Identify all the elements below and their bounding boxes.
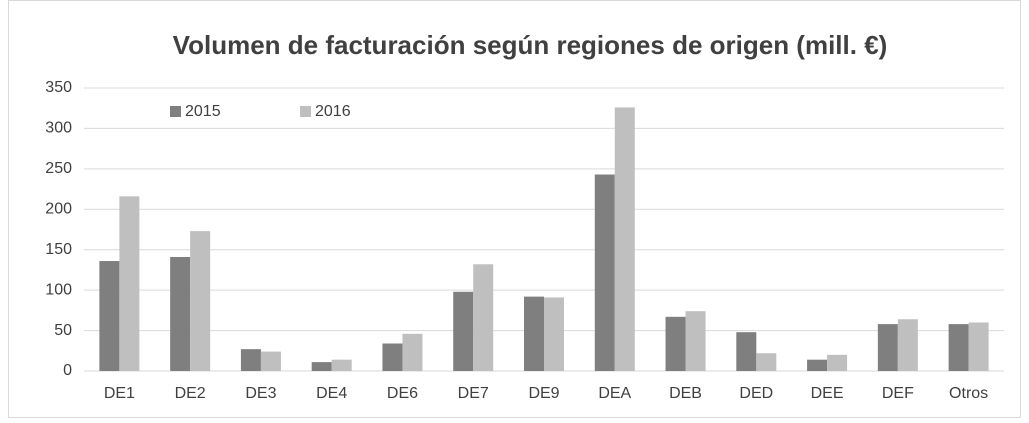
bar (240, 349, 261, 371)
bar (524, 296, 544, 371)
x-tick-label: DE9 (528, 385, 559, 402)
legend-swatch (170, 106, 181, 117)
bar (544, 297, 564, 371)
bar (382, 343, 403, 371)
y-tick-label: 300 (45, 120, 72, 137)
bar (331, 359, 352, 371)
bar (756, 353, 777, 371)
bar (311, 362, 332, 371)
x-tick-label: DE4 (316, 385, 347, 402)
x-tick-label: DED (739, 385, 773, 402)
chart-title: Volumen de facturación según regiones de… (173, 30, 888, 60)
bar (594, 174, 615, 371)
bar (99, 261, 120, 371)
bar (968, 322, 989, 371)
bar (453, 291, 474, 371)
y-tick-label: 150 (45, 241, 72, 258)
legend-label: 2016 (315, 103, 351, 120)
bar (119, 196, 140, 371)
bar (877, 324, 898, 371)
y-tick-label: 350 (45, 79, 72, 96)
bar (665, 316, 686, 371)
bar (827, 354, 848, 371)
legend-label: 2015 (185, 103, 221, 120)
bar (614, 107, 635, 372)
y-tick-label: 250 (45, 160, 72, 177)
x-tick-label: DEE (811, 385, 844, 402)
y-tick-label: 0 (63, 362, 72, 379)
bar (170, 256, 191, 371)
bar (473, 264, 494, 371)
bar (897, 319, 918, 371)
x-tick-label: DE6 (387, 385, 418, 402)
y-tick-label: 50 (54, 322, 72, 339)
bar (402, 333, 423, 371)
bar (190, 231, 211, 371)
bar (260, 351, 281, 371)
y-tick-label: 200 (45, 201, 72, 218)
bar (807, 359, 828, 371)
bar (685, 311, 706, 371)
bar (948, 324, 969, 371)
x-tick-label: DE2 (175, 385, 206, 402)
x-tick-label: DE3 (245, 385, 276, 402)
x-tick-label: DEB (669, 385, 702, 402)
x-tick-label: DE1 (104, 385, 135, 402)
bar (736, 332, 757, 371)
y-tick-label: 100 (45, 281, 72, 298)
x-tick-label: Otros (949, 385, 988, 402)
x-tick-label: DEF (882, 385, 914, 402)
x-tick-label: DE7 (458, 385, 489, 402)
legend-swatch (300, 106, 311, 117)
x-tick-label: DEA (598, 385, 631, 402)
